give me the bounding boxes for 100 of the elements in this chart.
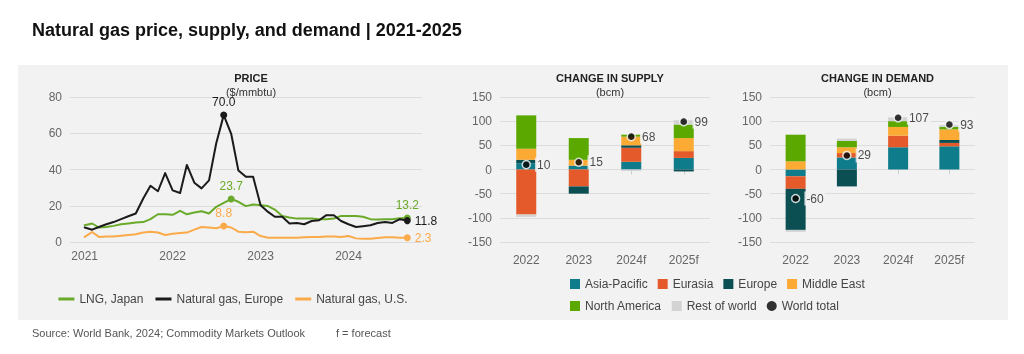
legend-label: LNG, Japan bbox=[79, 292, 144, 306]
text: Natural gas price, supply, and demand | 2021-2025 bbox=[32, 20, 462, 41]
bar bbox=[836, 140, 857, 148]
x-tick-label: 2022 bbox=[512, 253, 540, 267]
x-tick-label: 2022 bbox=[159, 249, 187, 263]
y-tick-label: 150 bbox=[471, 90, 493, 104]
bar bbox=[516, 115, 537, 149]
y-tick-label: 100 bbox=[471, 114, 493, 129]
bar bbox=[785, 161, 806, 170]
point bbox=[679, 116, 689, 127]
y-tick-label: 50 bbox=[478, 138, 493, 153]
legend-label: Middle East bbox=[802, 277, 866, 291]
bar bbox=[516, 169, 537, 215]
point bbox=[944, 119, 955, 130]
y-tick-label: 80 bbox=[48, 90, 63, 104]
bar bbox=[621, 161, 642, 170]
y-tick-label: 40 bbox=[48, 162, 63, 177]
bar bbox=[568, 169, 589, 187]
point bbox=[626, 131, 636, 142]
y-tick-label: -50 bbox=[744, 186, 763, 201]
data-label: 15 bbox=[589, 155, 604, 170]
chart-subtitle: (bcm) bbox=[863, 85, 892, 98]
chart-title: PRICE bbox=[234, 71, 268, 84]
x-tick-label: 2021 bbox=[71, 249, 99, 263]
legend-label: Rest of world bbox=[686, 299, 757, 313]
point bbox=[521, 159, 531, 170]
bar bbox=[621, 147, 642, 162]
bar bbox=[516, 148, 537, 160]
bar bbox=[673, 124, 694, 139]
data-label: 11.8 bbox=[414, 213, 438, 228]
y-tick-label: 60 bbox=[48, 126, 63, 141]
chart-subtitle: (bcm) bbox=[595, 85, 625, 98]
legend-label: Eurasia bbox=[672, 277, 714, 291]
bar bbox=[939, 140, 960, 143]
point bbox=[403, 234, 411, 242]
data-label: 10 bbox=[537, 157, 551, 172]
data-label: -60 bbox=[806, 191, 825, 206]
legend-label: Natural gas, U.S. bbox=[316, 292, 408, 306]
point bbox=[220, 222, 228, 230]
y-tick-label: -100 bbox=[467, 210, 493, 225]
legend-label: Europe bbox=[738, 277, 778, 291]
bar bbox=[673, 157, 694, 170]
y-tick-label: 20 bbox=[48, 198, 63, 213]
y-tick-label: -150 bbox=[467, 235, 493, 249]
data-label: 23.7 bbox=[219, 178, 244, 193]
bar bbox=[673, 138, 694, 152]
y-tick-label: 150 bbox=[741, 90, 763, 104]
y-tick-label: 0 bbox=[485, 162, 493, 177]
text: f = forecast bbox=[336, 327, 391, 339]
bar bbox=[568, 186, 589, 194]
y-tick-label: 100 bbox=[741, 114, 763, 129]
data-label: 8.8 bbox=[215, 205, 233, 220]
legend-label: North America bbox=[585, 299, 662, 313]
point bbox=[227, 195, 235, 203]
point bbox=[790, 193, 801, 204]
data-label: 99 bbox=[694, 114, 709, 129]
x-tick-label: 2023 bbox=[247, 249, 275, 263]
point bbox=[842, 150, 852, 161]
bar bbox=[836, 157, 857, 170]
y-tick-label: 0 bbox=[755, 162, 763, 177]
data-label: 2.3 bbox=[414, 230, 432, 245]
point bbox=[220, 111, 228, 119]
point bbox=[574, 157, 584, 167]
bar bbox=[888, 126, 909, 136]
x-tick-label: 2023 bbox=[833, 253, 861, 267]
bar bbox=[568, 138, 589, 160]
bar bbox=[939, 129, 960, 141]
bar bbox=[888, 135, 909, 148]
legend-label: World total bbox=[781, 299, 839, 313]
x-tick-label: 2023 bbox=[565, 253, 593, 267]
x-tick-label: 2025f bbox=[934, 253, 966, 267]
bar bbox=[785, 176, 806, 189]
source-note: Source: World Bank, 2024; Commodity Markets Outlook bbox=[32, 327, 306, 339]
chart-title: CHANGE IN SUPPLY bbox=[556, 71, 665, 84]
data-label: 13.2 bbox=[395, 197, 420, 212]
bar bbox=[621, 145, 642, 148]
y-tick-label: 50 bbox=[748, 138, 763, 153]
y-tick-label: 0 bbox=[55, 235, 63, 249]
legend-label: Asia-Pacific bbox=[585, 277, 648, 291]
x-tick-label: 2024f bbox=[616, 253, 647, 267]
x-tick-label: 2024 bbox=[335, 249, 363, 263]
y-tick-label: -150 bbox=[737, 235, 763, 249]
data-label: 68 bbox=[642, 129, 656, 144]
x-tick-label: 2025f bbox=[668, 253, 700, 267]
x-tick-label: 2024f bbox=[883, 253, 914, 267]
data-label: 107 bbox=[908, 110, 930, 125]
y-tick-label: -50 bbox=[474, 186, 493, 201]
y-tick-label: -100 bbox=[737, 210, 763, 225]
data-label: 93 bbox=[960, 117, 974, 132]
bar bbox=[836, 169, 857, 187]
bar bbox=[785, 134, 806, 162]
x-tick-label: 2022 bbox=[782, 253, 810, 267]
legend-label: Natural gas, Europe bbox=[176, 292, 284, 306]
data-label: 29 bbox=[857, 148, 872, 163]
bar bbox=[939, 146, 960, 170]
bar bbox=[785, 169, 806, 177]
chart-title: CHANGE IN DEMAND bbox=[820, 71, 935, 84]
bar bbox=[888, 147, 909, 170]
bar bbox=[673, 151, 694, 158]
point bbox=[893, 113, 903, 123]
